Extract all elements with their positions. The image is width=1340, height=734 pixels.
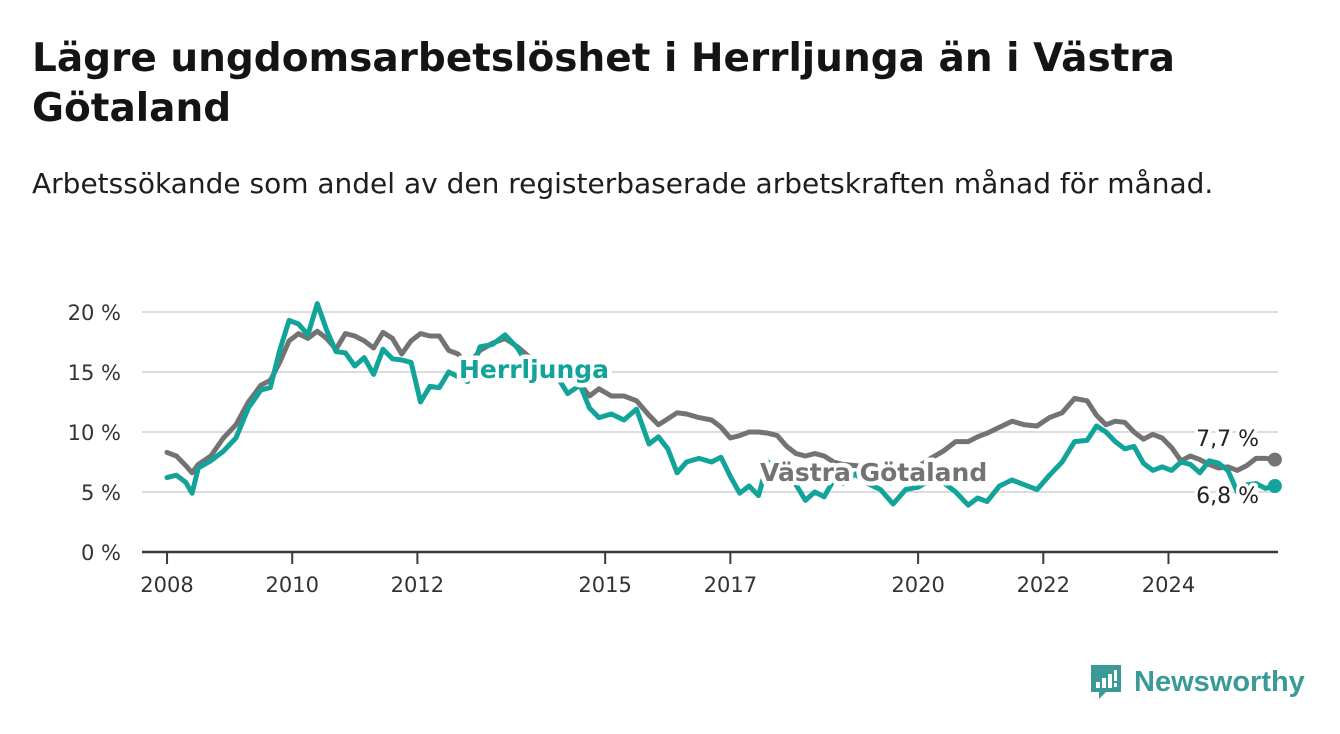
end-value-label-vastra_gotaland: 7,7 % — [1196, 427, 1259, 452]
series-labels: Herrljunga Västra Götaland 7,7 % 6,8 % — [455, 351, 1263, 513]
series-line-vastra_gotaland — [164, 328, 1278, 476]
brand-name: Newsworthy — [1134, 665, 1305, 698]
y-axis: 0 % 5 % 10 % 15 % 20 % — [68, 301, 121, 565]
x-tick-label: 2022 — [1017, 573, 1070, 597]
brand: Newsworthy — [1088, 660, 1305, 704]
x-axis: 2008 2010 2012 2015 2017 2020 2022 2024 — [140, 550, 1278, 597]
chart-title: Lägre ungdomsarbetslöshet i Herrljunga ä… — [32, 36, 1175, 131]
series-label-vastra_gotaland: Västra Götaland — [760, 458, 987, 487]
x-tick-label: 2024 — [1142, 573, 1195, 597]
end-point-vastra_gotaland — [1267, 452, 1282, 467]
grid-lines — [142, 311, 1278, 493]
series-label-herrljunga: Herrljunga — [459, 355, 609, 384]
x-tick-label: 2008 — [140, 573, 193, 597]
x-tick-label: 2017 — [704, 573, 757, 597]
y-tick-label: 0 % — [81, 541, 121, 565]
y-tick-label: 10 % — [68, 421, 121, 445]
end-point-herrljunga — [1267, 479, 1282, 493]
x-tick-label: 2010 — [265, 573, 318, 597]
y-tick-label: 5 % — [81, 481, 121, 505]
end-value-label-herrljunga: 6,8 % — [1196, 484, 1259, 509]
x-tick-label: 2015 — [578, 573, 631, 597]
x-tick-label: 2012 — [391, 573, 444, 597]
series-line-herrljunga — [164, 301, 1278, 508]
y-tick-label: 20 % — [68, 301, 121, 325]
chart-subtitle: Arbetssökande som andel av den registerb… — [32, 167, 1214, 200]
y-tick-label: 15 % — [68, 361, 121, 385]
x-tick-label: 2020 — [891, 573, 944, 597]
series-lines — [164, 301, 1282, 508]
newsworthy-logo-icon — [1091, 665, 1121, 699]
